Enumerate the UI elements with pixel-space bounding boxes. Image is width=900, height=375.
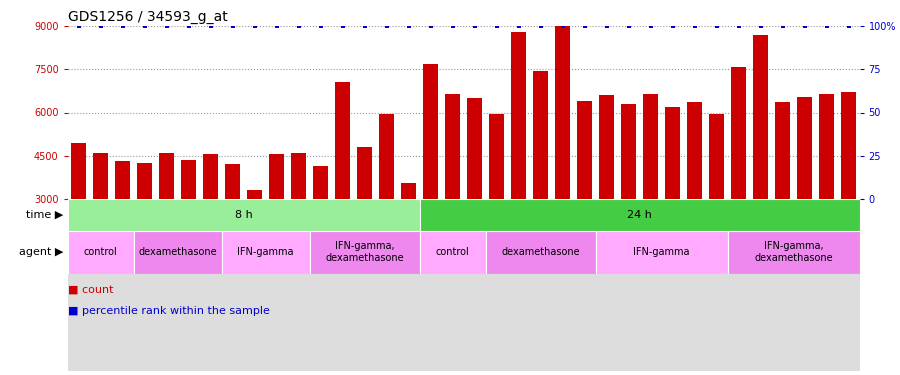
Point [115,23,130,29]
Point [159,23,174,29]
Point [71,23,86,29]
Bar [310,231,419,274]
Bar [841,92,856,285]
Bar [181,160,196,285]
Point [819,23,833,29]
Bar [665,107,680,285]
Text: dexamethasone: dexamethasone [501,247,580,257]
Text: IFN-gamma,
dexamethasone: IFN-gamma, dexamethasone [325,242,404,263]
Bar [71,143,86,285]
Point [753,23,768,29]
Text: ■ percentile rank within the sample: ■ percentile rank within the sample [68,306,269,316]
Point [292,23,306,29]
Text: IFN-gamma: IFN-gamma [238,247,293,257]
Point [336,23,350,29]
Text: dexamethasone: dexamethasone [139,247,217,257]
Bar [596,231,727,274]
Bar [533,71,548,285]
Point [534,23,548,29]
Bar [313,166,328,285]
Bar [423,64,438,285]
Point [511,23,526,29]
Bar [485,231,596,274]
Bar [643,94,658,285]
Text: IFN-gamma: IFN-gamma [634,247,689,257]
Point [225,23,239,29]
Point [181,23,195,29]
Bar [291,153,306,285]
Point [490,23,504,29]
Bar [335,82,350,285]
Point [313,23,328,29]
Point [446,23,460,29]
Point [577,23,591,29]
Text: control: control [84,247,117,257]
Point [797,23,812,29]
Bar [752,35,769,285]
Point [775,23,789,29]
Text: 24 h: 24 h [627,210,652,220]
Bar [709,114,725,285]
Bar [445,94,460,285]
Point [248,23,262,29]
Bar [598,95,614,285]
Bar [115,161,130,285]
Text: agent ▶: agent ▶ [19,247,63,257]
Point [401,23,416,29]
Point [269,23,284,29]
Bar [419,199,860,231]
Bar [731,66,746,285]
Point [379,23,393,29]
Text: GDS1256 / 34593_g_at: GDS1256 / 34593_g_at [68,10,227,24]
Point [94,23,108,29]
Bar [247,190,262,285]
Point [203,23,218,29]
Bar [727,231,860,274]
Bar [775,102,790,285]
Text: ■ count: ■ count [68,285,113,295]
Text: control: control [436,247,470,257]
Bar [419,231,485,274]
Point [644,23,658,29]
Point [423,23,437,29]
Bar [819,94,834,285]
Bar [221,231,310,274]
Bar [133,231,221,274]
Point [467,23,482,29]
Bar [511,32,526,285]
Bar [489,114,504,285]
Bar [687,102,702,285]
Bar [202,154,218,285]
Point [621,23,635,29]
Bar [68,231,133,274]
Text: 8 h: 8 h [235,210,252,220]
Bar [356,147,373,285]
Bar [467,98,482,285]
Bar [796,97,812,285]
Text: time ▶: time ▶ [26,210,63,220]
Point [555,23,570,29]
Bar [225,164,240,285]
Bar [577,101,592,285]
Point [842,23,856,29]
Point [688,23,702,29]
Point [599,23,614,29]
Bar [400,183,416,285]
Bar [158,153,175,285]
Bar [68,199,419,231]
Point [709,23,724,29]
Bar [269,154,284,285]
Point [357,23,372,29]
Text: IFN-gamma,
dexamethasone: IFN-gamma, dexamethasone [754,242,832,263]
Point [665,23,680,29]
Bar [554,26,571,285]
Bar [621,104,636,285]
Bar [93,153,108,285]
Bar [379,114,394,285]
Point [732,23,746,29]
Point [138,23,152,29]
Bar [137,163,152,285]
